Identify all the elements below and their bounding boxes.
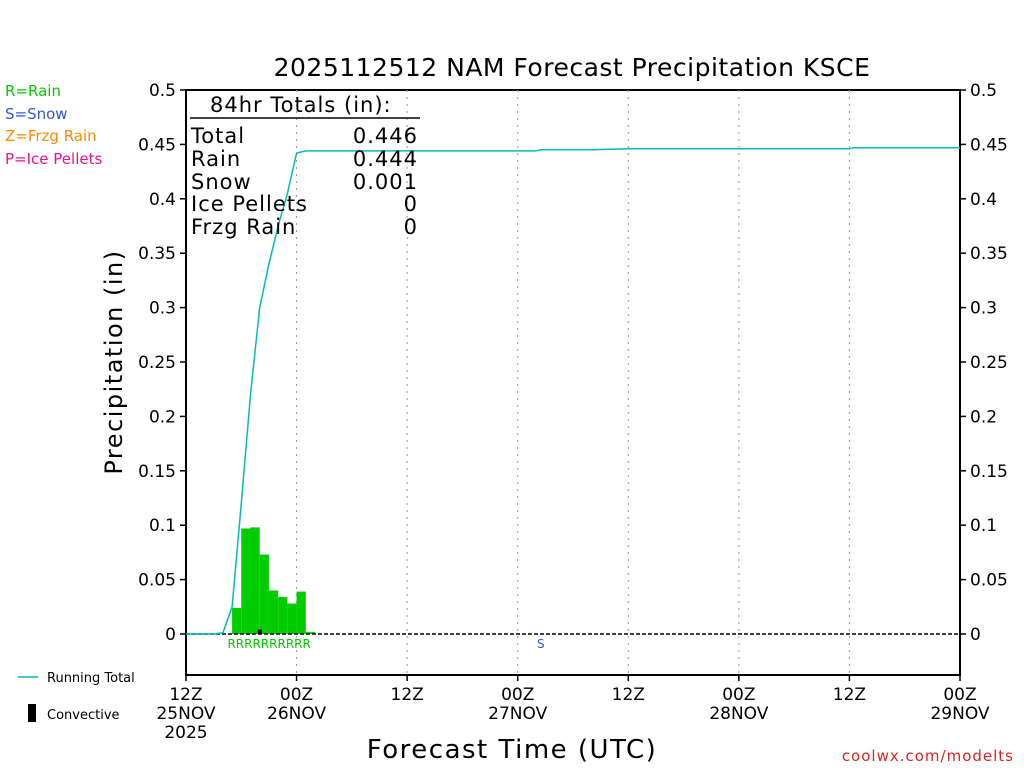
precip-bar bbox=[250, 527, 260, 634]
precip-bar bbox=[305, 631, 315, 634]
convective-bars bbox=[257, 629, 262, 634]
convective-legend-swatch bbox=[28, 704, 36, 722]
y-tick-label: 0.2 bbox=[149, 407, 176, 427]
x-tick-label: 12Z bbox=[391, 685, 424, 705]
y-tick-label: 0.25 bbox=[138, 353, 176, 373]
x-tick-label: 29NOV bbox=[930, 704, 989, 724]
precip-bar bbox=[268, 590, 279, 634]
precip-bar bbox=[278, 597, 288, 634]
x-tick-label: 00Z bbox=[722, 685, 755, 705]
precip-type-markers: RRRRRRRRRR S bbox=[227, 637, 544, 651]
legend-running-total: Running Total bbox=[47, 671, 135, 686]
totals-row-label: Ice Pellets bbox=[191, 192, 308, 216]
x-tick-label: 00Z bbox=[280, 685, 313, 705]
x-axis-label: Forecast Time (UTC) bbox=[367, 735, 658, 765]
x-tick-label: 26NOV bbox=[267, 704, 326, 724]
y-tick-label: 0.2 bbox=[970, 407, 997, 427]
y-tick-label: 0.05 bbox=[970, 571, 1008, 591]
y-tick-label: 0.45 bbox=[138, 135, 176, 155]
totals-row-value: 0.001 bbox=[353, 170, 418, 194]
totals-row-value: 0.446 bbox=[353, 124, 418, 148]
y-tick-label: 0.4 bbox=[970, 190, 997, 210]
chart-title: 2025112512 NAM Forecast Precipitation KS… bbox=[274, 53, 871, 82]
x-tick-label: 12Z bbox=[612, 685, 645, 705]
precip-bars bbox=[232, 527, 315, 634]
totals-row-label: Frzg Rain bbox=[191, 215, 296, 239]
precip-bar bbox=[241, 528, 251, 634]
totals-row-label: Total bbox=[190, 124, 245, 148]
x-tick-label: 2025 bbox=[164, 723, 207, 743]
y-tick-label: 0.05 bbox=[138, 571, 176, 591]
y-tick-label: 0.25 bbox=[970, 353, 1008, 373]
x-tick-label: 27NOV bbox=[488, 704, 547, 724]
y-tick-label: 0.5 bbox=[970, 81, 997, 101]
y-axis-label: Precipitation (in) bbox=[100, 249, 128, 474]
precip-bar bbox=[232, 607, 242, 634]
totals-row-value: 0 bbox=[404, 192, 418, 216]
legend-ice-pellets: P=Ice Pellets bbox=[5, 150, 102, 168]
y-tick-label: 0.15 bbox=[970, 462, 1008, 482]
legend-convective: Convective bbox=[47, 708, 120, 723]
totals-row-value: 0.444 bbox=[353, 147, 418, 171]
precip-bar bbox=[287, 603, 297, 634]
precip-bar bbox=[296, 591, 306, 634]
y-axis-ticks: 0 00.05 0.050.1 0.10.15 0.150.2 0.20.25 0.250.… bbox=[138, 81, 1008, 645]
y-tick-label: 0.45 bbox=[970, 135, 1008, 155]
y-tick-label: 0.1 bbox=[149, 516, 176, 536]
x-tick-label: 00Z bbox=[501, 685, 534, 705]
running-total-line bbox=[186, 146, 960, 635]
y-tick-label: 0.3 bbox=[149, 299, 176, 319]
x-tick-label: 00Z bbox=[943, 685, 976, 705]
plot-frame bbox=[185, 89, 961, 676]
y-tick-label: 0.35 bbox=[970, 244, 1008, 264]
x-tick-label: 12Z bbox=[169, 685, 202, 705]
precip-type-marker: S bbox=[537, 637, 545, 651]
y-tick-label: 0.15 bbox=[138, 462, 176, 482]
precip-bar bbox=[259, 554, 269, 634]
y-tick-label: 0.4 bbox=[149, 190, 176, 210]
totals-row-label: Rain bbox=[191, 147, 241, 171]
totals-row-value: 0 bbox=[404, 215, 418, 239]
y-tick-label: 0.1 bbox=[970, 516, 997, 536]
y-tick-label: 0 bbox=[165, 625, 176, 645]
y-tick-label: 0 bbox=[970, 625, 981, 645]
x-tick-label: 12Z bbox=[833, 685, 866, 705]
totals-box: 84hr Totals (in): Total 0.446 Rain 0.444… bbox=[190, 93, 420, 239]
y-tick-label: 0.35 bbox=[138, 244, 176, 264]
x-tick-label: 28NOV bbox=[709, 704, 768, 724]
y-tick-label: 0.3 bbox=[970, 299, 997, 319]
precip-type-marker: RRRRRRRRRR bbox=[227, 637, 310, 651]
legend-snow: S=Snow bbox=[5, 105, 68, 123]
x-tick-label: 25NOV bbox=[156, 704, 215, 724]
totals-row-label: Snow bbox=[191, 170, 252, 194]
legend-rain: R=Rain bbox=[5, 82, 61, 100]
convective-bar bbox=[257, 629, 262, 634]
legend-frzg-rain: Z=Frzg Rain bbox=[5, 127, 97, 145]
totals-header: 84hr Totals (in): bbox=[210, 93, 392, 117]
watermark: coolwx.com/modelts bbox=[842, 747, 1014, 765]
y-tick-label: 0.5 bbox=[149, 81, 176, 101]
